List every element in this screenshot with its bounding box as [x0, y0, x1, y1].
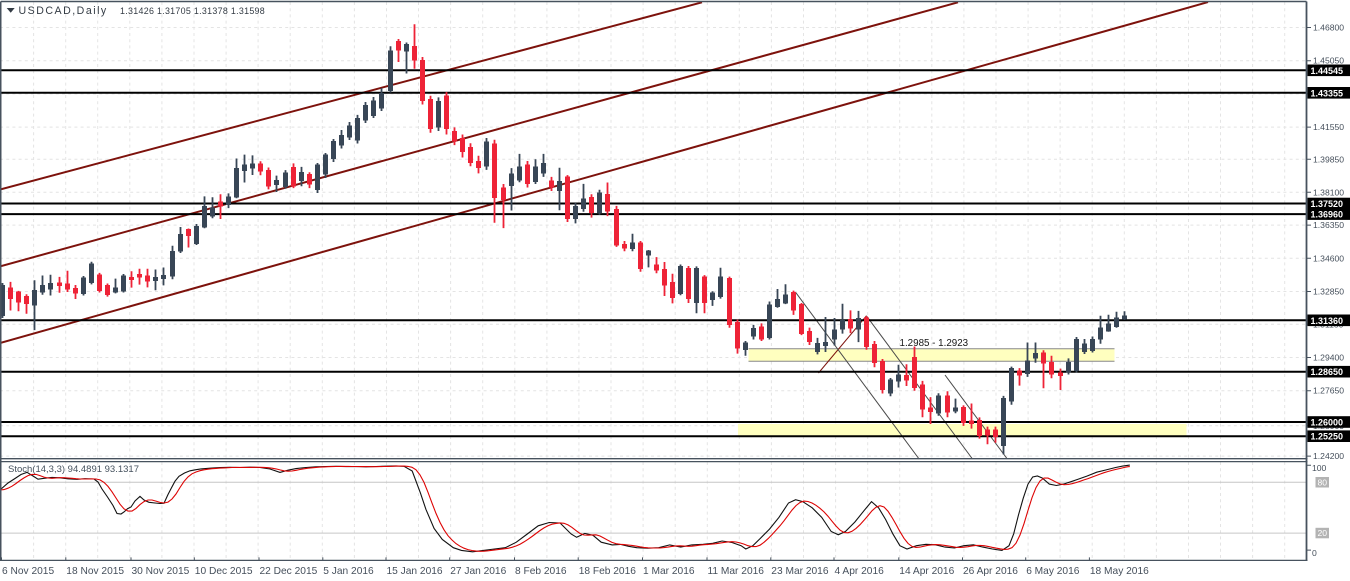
svg-text:1.43355: 1.43355 [1311, 88, 1344, 98]
svg-text:30 Nov 2015: 30 Nov 2015 [132, 566, 190, 577]
svg-text:6 May 2016: 6 May 2016 [1026, 566, 1080, 577]
svg-text:14 Apr 2016: 14 Apr 2016 [899, 566, 954, 577]
svg-text:18 Nov 2015: 18 Nov 2015 [66, 566, 124, 577]
svg-text:1.39850: 1.39850 [1313, 154, 1344, 164]
svg-text:100: 100 [1312, 463, 1327, 473]
svg-text:80: 80 [1318, 477, 1328, 487]
svg-text:1.36350: 1.36350 [1313, 220, 1344, 230]
svg-text:1 Mar 2016: 1 Mar 2016 [643, 566, 695, 577]
svg-text:26 Apr 2016: 26 Apr 2016 [963, 566, 1018, 577]
svg-text:1.25250: 1.25250 [1311, 432, 1344, 442]
svg-text:1.27650: 1.27650 [1313, 386, 1344, 396]
svg-text:1.37520: 1.37520 [1311, 199, 1344, 209]
svg-text:0: 0 [1312, 548, 1317, 558]
svg-text:1.36960: 1.36960 [1311, 210, 1344, 220]
svg-text:1.31360: 1.31360 [1311, 316, 1344, 326]
svg-text:27 Jan 2016: 27 Jan 2016 [450, 566, 506, 577]
svg-text:23 Mar 2016: 23 Mar 2016 [771, 566, 829, 577]
svg-text:1.2985 - 1.2923: 1.2985 - 1.2923 [900, 338, 969, 349]
svg-text:1.46800: 1.46800 [1313, 23, 1344, 33]
svg-text:15 Jan 2016: 15 Jan 2016 [387, 566, 443, 577]
svg-text:1.28650: 1.28650 [1311, 367, 1344, 377]
svg-text:18 May 2016: 18 May 2016 [1090, 566, 1149, 577]
svg-text:1.26000: 1.26000 [1311, 418, 1344, 428]
svg-text:10 Dec 2015: 10 Dec 2015 [195, 566, 253, 577]
svg-text:1.38100: 1.38100 [1313, 187, 1344, 197]
svg-text:1.31426 1.31705 1.31378 1.3159: 1.31426 1.31705 1.31378 1.31598 [120, 6, 265, 16]
svg-text:1.41550: 1.41550 [1313, 122, 1344, 132]
svg-text:6 Nov 2015: 6 Nov 2015 [2, 566, 54, 577]
svg-text:18 Feb 2016: 18 Feb 2016 [579, 566, 637, 577]
svg-text:5 Jan 2016: 5 Jan 2016 [323, 566, 374, 577]
svg-text:20: 20 [1318, 528, 1328, 538]
svg-text:4 Apr 2016: 4 Apr 2016 [835, 566, 885, 577]
svg-text:8 Feb 2016: 8 Feb 2016 [515, 566, 567, 577]
svg-text:USDCAD,Daily: USDCAD,Daily [19, 5, 108, 17]
svg-text:Stoch(14,3,3) 94.4891 93.1317: Stoch(14,3,3) 94.4891 93.1317 [8, 464, 139, 475]
svg-text:1.24200: 1.24200 [1313, 451, 1344, 461]
svg-text:1.44545: 1.44545 [1311, 66, 1344, 76]
svg-text:11 Mar 2016: 11 Mar 2016 [708, 566, 765, 577]
svg-text:22 Dec 2015: 22 Dec 2015 [260, 566, 318, 577]
svg-text:1.29400: 1.29400 [1313, 353, 1344, 363]
svg-text:1.45050: 1.45050 [1313, 56, 1344, 66]
svg-text:1.32850: 1.32850 [1313, 287, 1344, 297]
svg-text:1.34600: 1.34600 [1313, 253, 1344, 263]
